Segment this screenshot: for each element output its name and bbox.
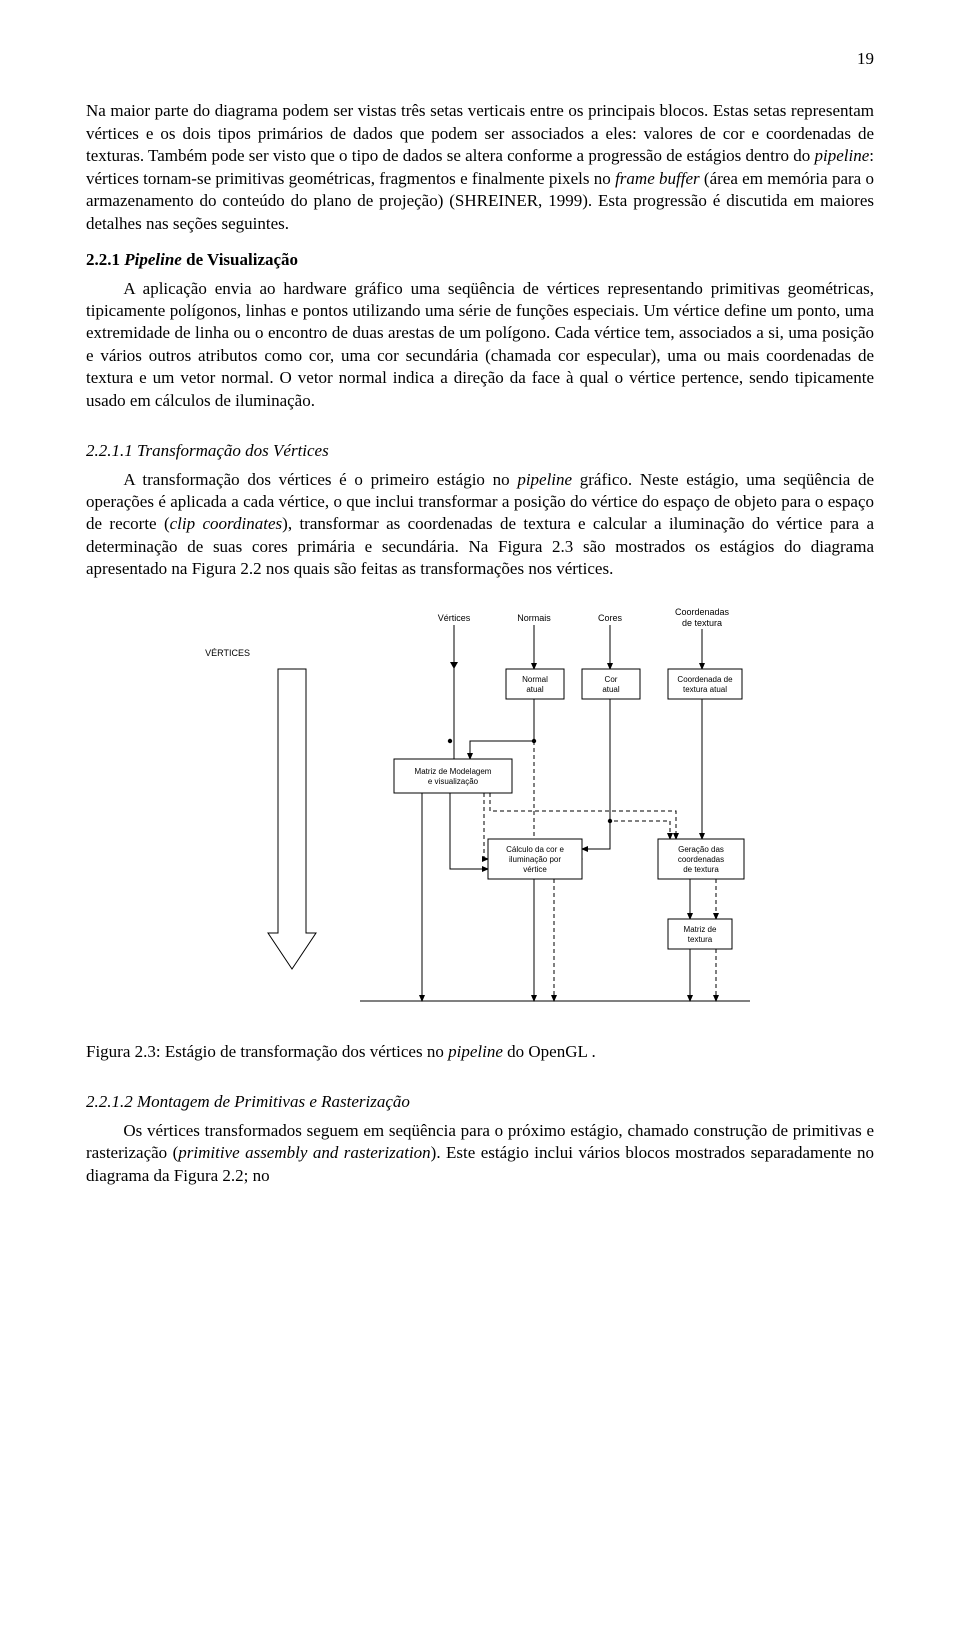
svg-text:e visualização: e visualização	[428, 777, 479, 786]
paragraph-1: Na maior parte do diagrama podem ser vis…	[86, 100, 874, 235]
svg-text:textura: textura	[688, 935, 713, 944]
svg-text:Vértices: Vértices	[438, 613, 471, 623]
svg-text:Cor: Cor	[605, 675, 618, 684]
para3-text-a: A transformação dos vértices é o primeir…	[123, 470, 517, 489]
flowchart-svg: VÉRTICESVérticesNormaisCoresCoordenadasd…	[190, 601, 770, 1031]
svg-text:Cores: Cores	[598, 613, 623, 623]
figure-caption: Figura 2.3: Estágio de transformação dos…	[86, 1041, 874, 1063]
caption-text-b: do OpenGL .	[503, 1042, 596, 1061]
figure-2-3: VÉRTICESVérticesNormaisCoresCoordenadasd…	[86, 601, 874, 1031]
paragraph-3: A transformação dos vértices é o primeir…	[86, 469, 874, 581]
heading-2-2-1: 2.2.1 Pipeline de Visualização	[86, 249, 874, 271]
heading-2-2-1-italic: Pipeline	[124, 250, 182, 269]
para3-italic-2: clip coordinates	[170, 514, 283, 533]
para4-italic: primitive assembly and rasterization	[178, 1143, 430, 1162]
svg-text:Geração das: Geração das	[678, 845, 724, 854]
para1-italic-1: pipeline	[815, 146, 870, 165]
svg-text:Coordenada de: Coordenada de	[677, 675, 733, 684]
paragraph-4: Os vértices transformados seguem em seqü…	[86, 1120, 874, 1187]
para1-italic-2: frame buffer	[615, 169, 700, 188]
svg-text:Matriz de: Matriz de	[684, 925, 717, 934]
heading-2-2-1-1: 2.2.1.1 Transformação dos Vértices	[86, 440, 874, 462]
svg-text:VÉRTICES: VÉRTICES	[205, 648, 250, 658]
para3-italic-1: pipeline	[517, 470, 572, 489]
svg-text:coordenadas: coordenadas	[678, 855, 724, 864]
heading-2-2-1-2: 2.2.1.2 Montagem de Primitivas e Rasteri…	[86, 1091, 874, 1113]
svg-text:textura atual: textura atual	[683, 685, 727, 694]
svg-text:iluminação por: iluminação por	[509, 855, 561, 864]
svg-text:Coordenadas: Coordenadas	[675, 607, 730, 617]
svg-text:Normal: Normal	[522, 675, 548, 684]
heading-2-2-1-num: 2.2.1	[86, 250, 124, 269]
page-number: 19	[86, 48, 874, 70]
svg-text:Normais: Normais	[517, 613, 551, 623]
caption-italic: pipeline	[448, 1042, 503, 1061]
svg-text:vértice: vértice	[523, 865, 547, 874]
heading-2-2-1-rest: de Visualização	[182, 250, 298, 269]
svg-text:Matriz de Modelagem: Matriz de Modelagem	[415, 767, 492, 776]
caption-text-a: Figura 2.3: Estágio de transformação dos…	[86, 1042, 448, 1061]
svg-text:atual: atual	[526, 685, 544, 694]
para1-text-a: Na maior parte do diagrama podem ser vis…	[86, 101, 874, 165]
svg-text:atual: atual	[602, 685, 620, 694]
svg-text:Cálculo da cor e: Cálculo da cor e	[506, 845, 564, 854]
paragraph-2: A aplicação envia ao hardware gráfico um…	[86, 278, 874, 413]
svg-text:de textura: de textura	[683, 865, 719, 874]
svg-text:de textura: de textura	[682, 618, 722, 628]
